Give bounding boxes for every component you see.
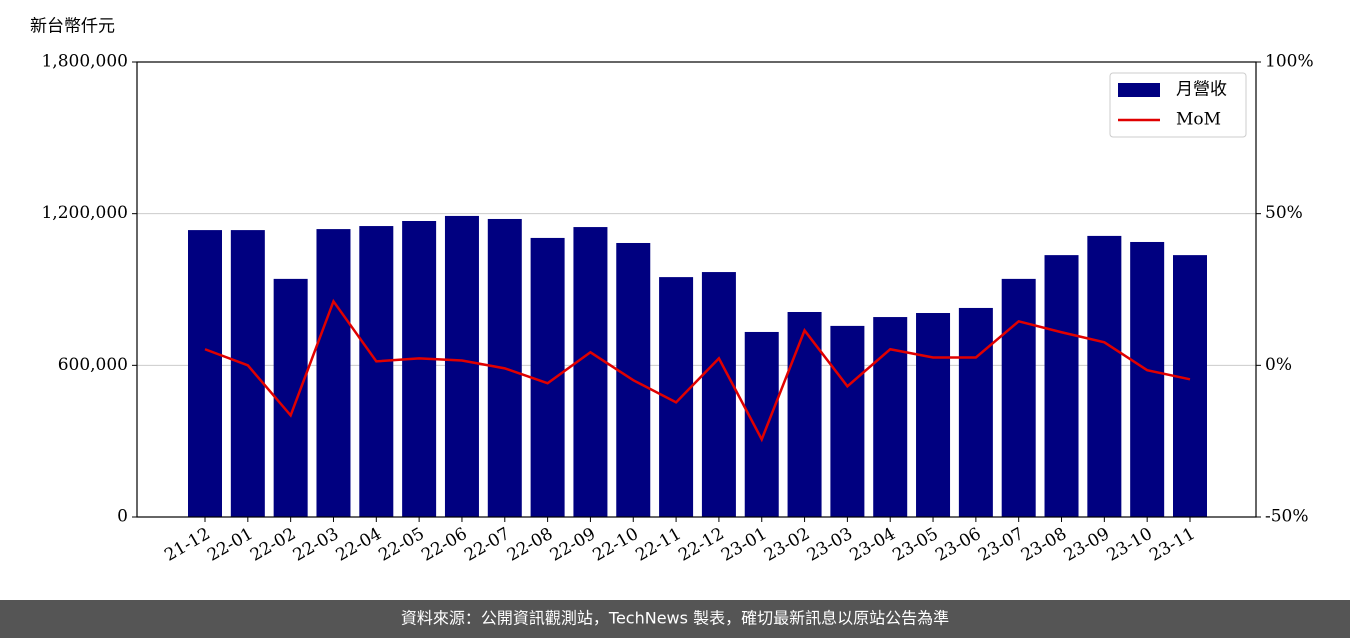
x-tick-label: 23-03: [804, 524, 856, 566]
legend-label: MoM: [1176, 110, 1221, 130]
y-tick-label: 0: [117, 507, 128, 527]
bar: [188, 230, 222, 517]
x-tick-label: 22-10: [590, 524, 642, 566]
y2-tick-label: 0%: [1265, 355, 1292, 375]
x-tick-label: 22-11: [632, 524, 684, 566]
x-tick-label: 22-12: [675, 524, 727, 566]
bar: [787, 311, 822, 517]
x-tick-label: 23-04: [847, 524, 899, 566]
x-tick-label: 22-08: [504, 524, 556, 566]
x-tick-label: 22-03: [290, 524, 342, 566]
y2-tick-label: 100%: [1265, 52, 1314, 72]
x-tick-label: 23-07: [975, 524, 1027, 566]
y2-tick-label: 50%: [1265, 203, 1303, 223]
x-tick-label: 23-10: [1103, 524, 1155, 566]
x-tick-label: 21-12: [161, 524, 213, 566]
x-tick-label: 23-05: [889, 524, 941, 566]
bar: [530, 237, 565, 517]
y-tick-label: 1,800,000: [41, 52, 128, 72]
bar: [1087, 235, 1122, 517]
footer: 資料來源：公開資訊觀測站，TechNews 製表，確切最新訊息以原站公告為準: [401, 609, 949, 628]
line: [204, 298, 1191, 443]
x-tick-label: 22-02: [247, 524, 299, 566]
x-tick-label: 22-01: [204, 524, 256, 566]
bar: [1044, 255, 1079, 517]
bar: [230, 230, 265, 517]
x-tick-label: 23-02: [761, 524, 813, 566]
bar: [744, 331, 779, 517]
x-tick-label: 23-11: [1146, 524, 1198, 566]
plot-frame: [136, 61, 1257, 518]
bar: [830, 325, 865, 517]
y2-tick-label: -50%: [1265, 507, 1309, 527]
bar: [1001, 278, 1036, 517]
bar: [273, 278, 308, 517]
y-axis-label: 新台幣仟元: [30, 17, 115, 37]
x-tick-label: 23-09: [1061, 524, 1113, 566]
x-tick-label: 22-09: [547, 524, 599, 566]
x-tick-label: 23-01: [718, 524, 770, 566]
bar: [701, 272, 736, 517]
bar: [1173, 255, 1207, 517]
bar: [873, 317, 908, 517]
x-tick-label: 22-07: [461, 524, 513, 566]
x-tick-label: 22-04: [333, 524, 385, 566]
legend-label: 月營收: [1176, 80, 1227, 100]
bar: [573, 227, 608, 517]
x-tick-label: 22-06: [418, 524, 470, 566]
bar: [1130, 241, 1165, 517]
bar: [316, 229, 351, 517]
bar: [958, 307, 993, 517]
y-tick-label: 600,000: [58, 355, 128, 375]
x-tick-label: 23-08: [1018, 524, 1070, 566]
y-tick-label: 1,200,000: [41, 203, 128, 223]
legend-swatch: [1118, 83, 1160, 97]
bar: [916, 313, 951, 517]
x-tick-label: 22-05: [375, 524, 427, 566]
footer-bar: [0, 600, 1350, 638]
bar: [402, 220, 437, 517]
bar: [444, 215, 479, 518]
bar: [359, 226, 394, 517]
x-tick-label: 23-06: [932, 524, 984, 566]
